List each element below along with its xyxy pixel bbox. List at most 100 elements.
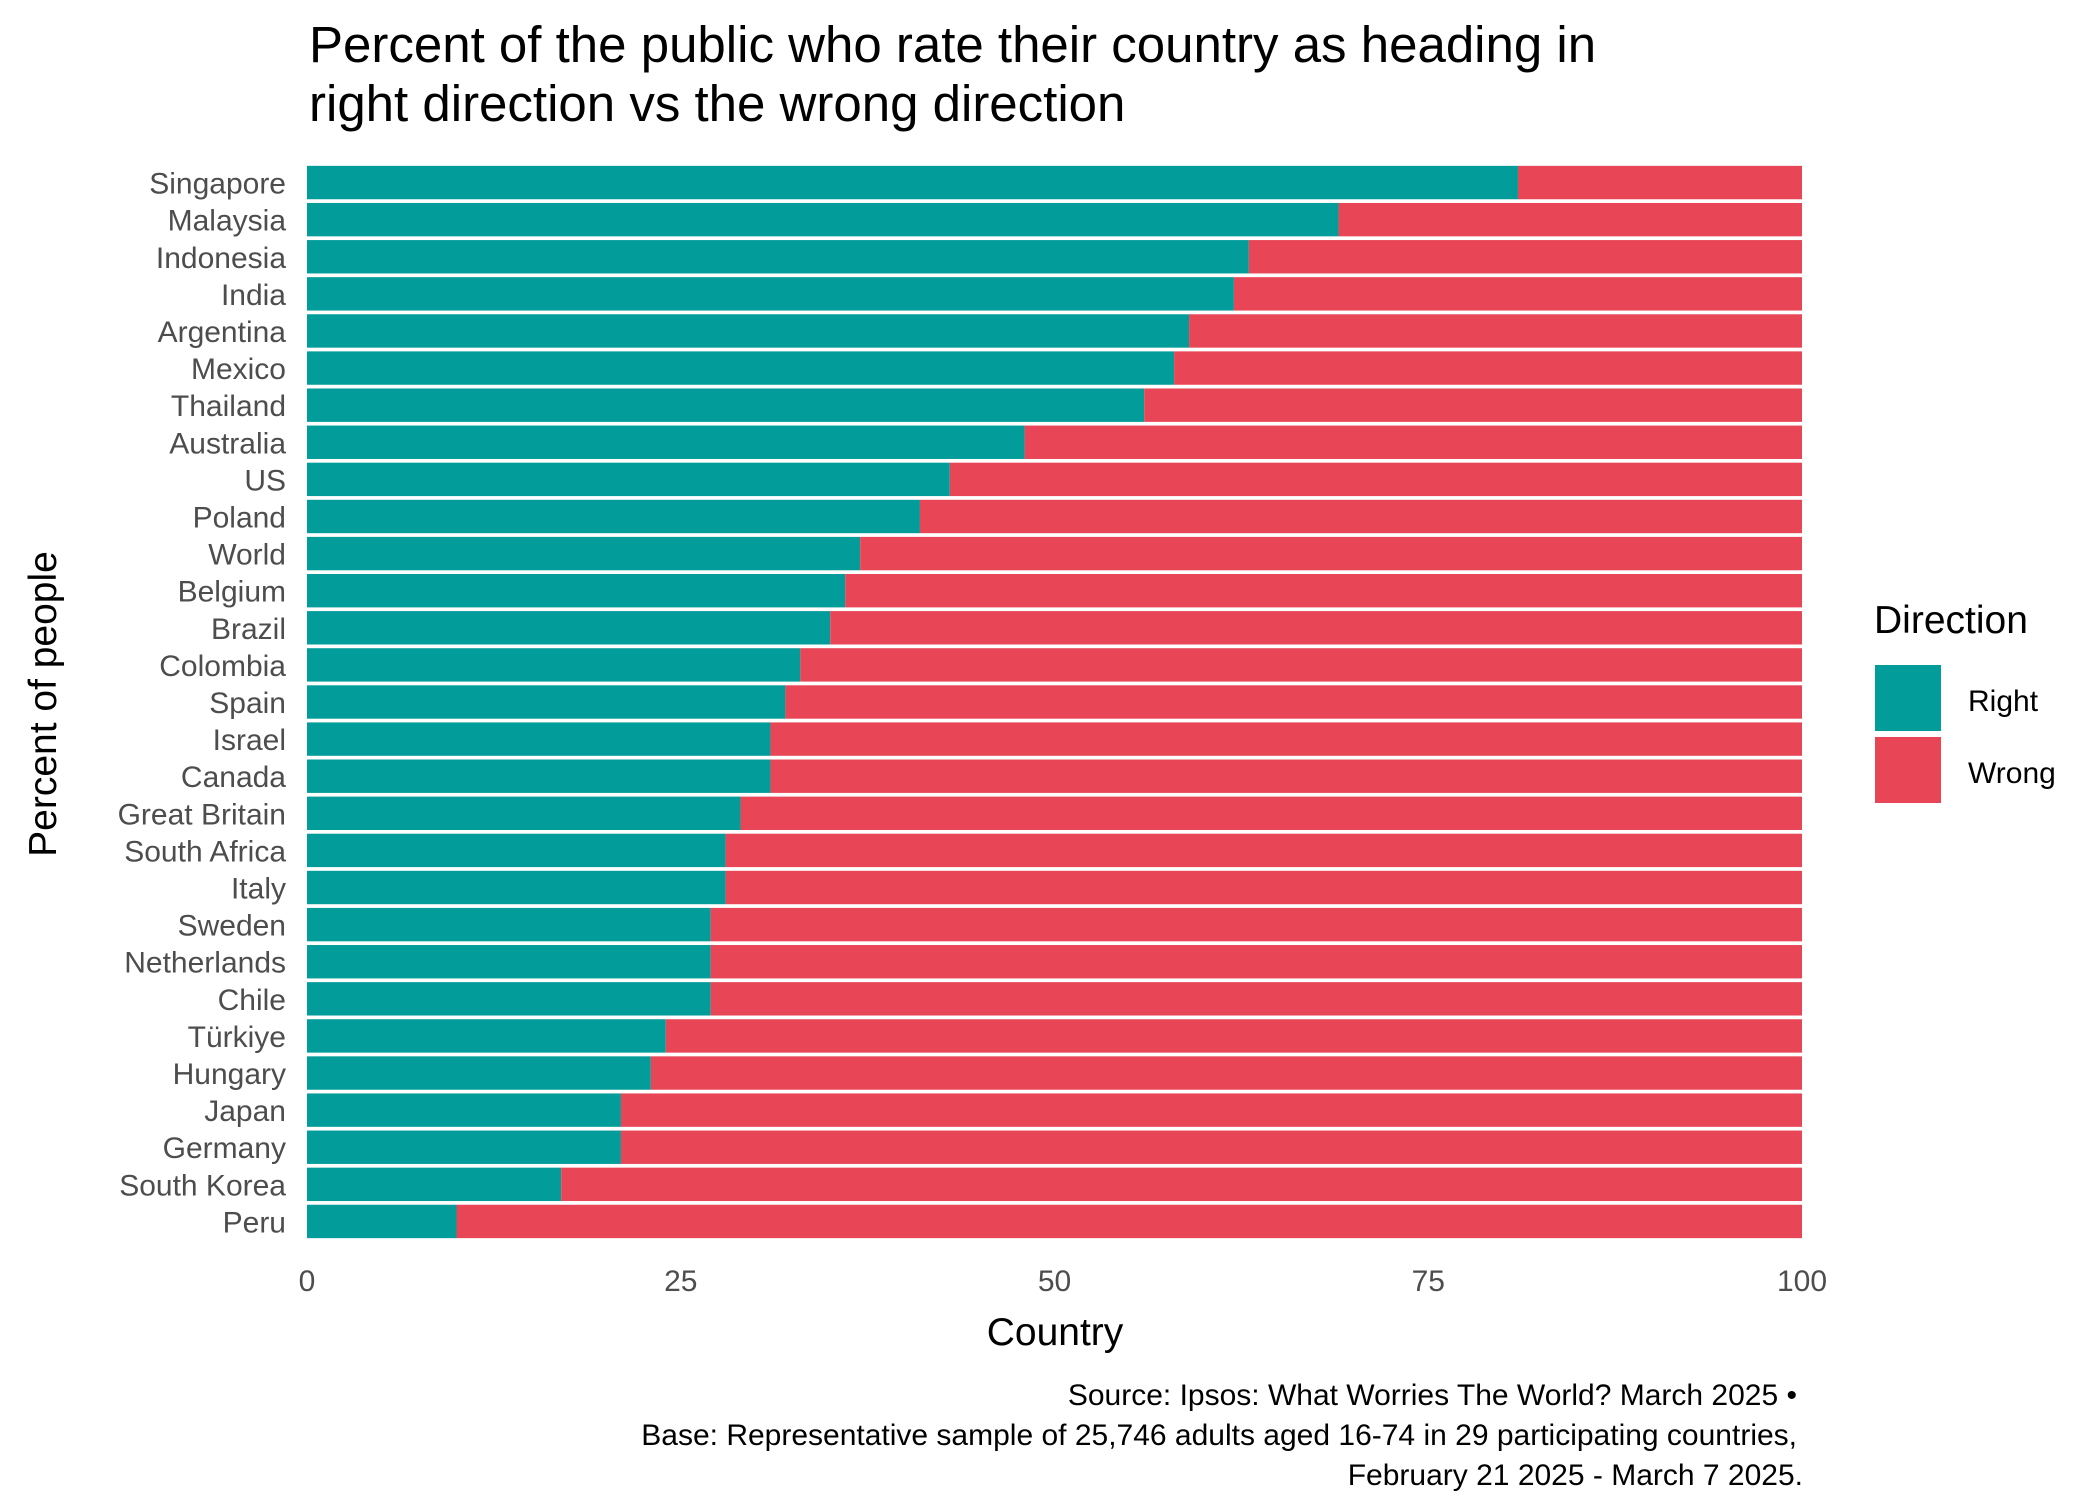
bar-peru-right [307, 1204, 457, 1239]
bar-brazil-wrong [830, 611, 1802, 645]
bar-world-right [307, 536, 861, 571]
caption: Source: Ipsos: What Worries The World? M… [641, 1379, 1803, 1492]
category-label-netherlands: Netherlands [124, 947, 286, 980]
x-tick-label-100: 100 [1777, 1265, 1827, 1298]
bar-sweden-wrong [710, 907, 1802, 942]
bar-indonesia-wrong [1248, 240, 1802, 274]
bar-great-britain-wrong [740, 796, 1802, 831]
bar-colombia-wrong [800, 648, 1802, 682]
bar-malaysia-right [307, 202, 1339, 237]
legend-label-wrong: Wrong [1968, 757, 2056, 790]
bar-malaysia-wrong [1338, 202, 1802, 237]
bar-world-wrong [860, 536, 1802, 571]
category-label-malaysia: Malaysia [168, 205, 287, 238]
category-label-chile: Chile [218, 984, 286, 1017]
bar-india-wrong [1233, 277, 1802, 311]
chart-title-line-1: Percent of the public who rate their cou… [309, 16, 1596, 73]
bar-spain-right [307, 685, 786, 719]
category-label-colombia: Colombia [159, 650, 286, 683]
x-axis-title: Country [987, 1311, 1124, 1354]
bars-group [307, 165, 1803, 1239]
bar-argentina-right [307, 314, 1190, 348]
bar-poland-wrong [919, 499, 1802, 534]
bar-poland-right [307, 499, 920, 534]
bar-india-right [307, 277, 1234, 311]
bar-indonesia-right [307, 240, 1249, 274]
bar-brazil-right [307, 611, 831, 645]
category-label-japan: Japan [204, 1095, 286, 1128]
x-tick-label-25: 25 [664, 1265, 697, 1298]
caption-line-2: Base: Representative sample of 25,746 ad… [641, 1419, 1797, 1452]
legend-title: Direction [1874, 599, 2028, 642]
bar-japan-wrong [620, 1093, 1803, 1127]
x-tick-label-75: 75 [1412, 1265, 1445, 1298]
bar-sweden-right [307, 907, 711, 942]
bar-chile-wrong [710, 982, 1802, 1016]
category-label-world: World [208, 539, 286, 572]
x-tick-label-50: 50 [1038, 1265, 1071, 1298]
bar-japan-right [307, 1093, 621, 1127]
bar-canada-right [307, 759, 771, 793]
x-tick-label-0: 0 [299, 1265, 316, 1298]
bar-us-wrong [949, 462, 1802, 497]
category-label-germany: Germany [163, 1132, 286, 1165]
bar-great-britain-right [307, 796, 741, 831]
category-label-singapore: Singapore [149, 168, 286, 201]
bar-south-korea-right [307, 1167, 562, 1202]
bar-hungary-wrong [650, 1056, 1802, 1090]
category-label-hungary: Hungary [173, 1058, 286, 1091]
bar-italy-wrong [725, 870, 1802, 905]
category-label-argentina: Argentina [158, 316, 287, 349]
x-axis-ticks: 0 25 50 75 100 [299, 1265, 1827, 1298]
bar-south-africa-right [307, 833, 726, 868]
bar-netherlands-right [307, 945, 711, 979]
bar-germany-right [307, 1130, 621, 1164]
bar-australia-right [307, 425, 1025, 459]
bar-israel-wrong [770, 722, 1803, 756]
category-label-sweden: Sweden [178, 910, 286, 943]
bar-peru-wrong [456, 1204, 1802, 1239]
category-label-south-africa: South Africa [124, 835, 286, 868]
category-label-peru: Peru [223, 1206, 286, 1239]
chart-title: Percent of the public who rate their cou… [309, 16, 1596, 132]
bar-belgium-wrong [845, 573, 1802, 608]
legend-swatch-wrong [1875, 737, 1941, 803]
category-label-israel: Israel [213, 724, 286, 757]
category-label-us: US [244, 464, 286, 497]
category-label-australia: Australia [169, 427, 286, 460]
bar-belgium-right [307, 573, 846, 608]
bar-turkiye-wrong [665, 1019, 1802, 1053]
bar-singapore-wrong [1517, 165, 1802, 200]
category-label-italy: Italy [231, 873, 286, 906]
bar-mexico-wrong [1174, 351, 1802, 385]
bar-south-korea-wrong [561, 1167, 1802, 1202]
category-label-thailand: Thailand [171, 390, 286, 423]
bar-italy-right [307, 870, 726, 905]
bar-spain-wrong [785, 685, 1802, 719]
bar-singapore-right [307, 165, 1518, 200]
category-label-mexico: Mexico [191, 353, 286, 386]
category-label-brazil: Brazil [211, 613, 286, 646]
legend-label-right: Right [1968, 685, 2039, 718]
caption-line-3: February 21 2025 - March 7 2025. [1348, 1459, 1803, 1492]
chart-title-line-2: right direction vs the wrong direction [309, 75, 1125, 132]
bar-chile-right [307, 982, 711, 1016]
bar-us-right [307, 462, 950, 497]
legend: Direction Right Wrong [1874, 599, 2056, 803]
bar-israel-right [307, 722, 771, 756]
caption-line-1: Source: Ipsos: What Worries The World? M… [1068, 1379, 1797, 1412]
bar-south-africa-wrong [725, 833, 1802, 868]
category-label-south-korea: South Korea [119, 1169, 286, 1202]
bar-thailand-right [307, 388, 1145, 422]
bar-netherlands-wrong [710, 945, 1802, 979]
bar-turkiye-right [307, 1019, 666, 1053]
category-label-canada: Canada [181, 761, 286, 794]
category-label-turkiye: Türkiye [188, 1021, 286, 1054]
bar-hungary-right [307, 1056, 651, 1090]
category-label-spain: Spain [209, 687, 286, 720]
category-label-poland: Poland [193, 501, 286, 534]
y-axis-title: Percent of people [22, 551, 65, 857]
category-label-india: India [221, 279, 286, 312]
category-labels: Singapore Malaysia Indonesia India Argentina… [118, 168, 287, 1240]
bar-mexico-right [307, 351, 1175, 385]
